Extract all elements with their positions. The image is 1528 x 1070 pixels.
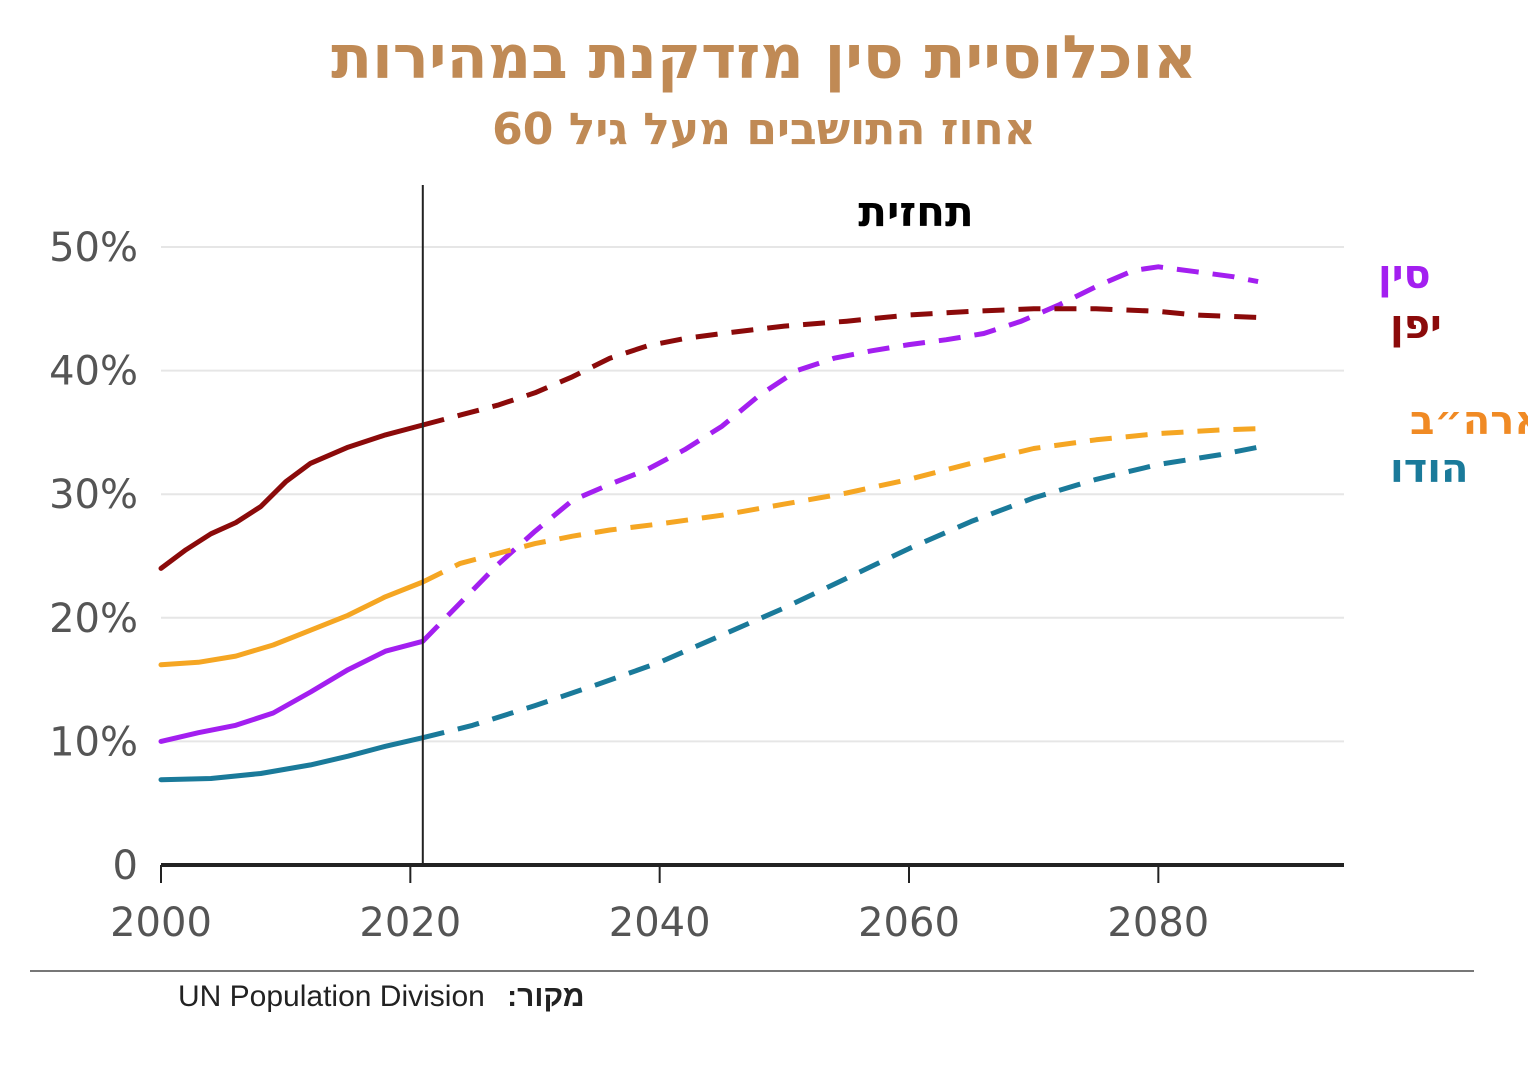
legend-label-india: הודו [1390,446,1468,492]
source-note: UN Population Division מקור: [178,980,585,1014]
x-tick-label: 2080 [1107,900,1209,946]
series-line-china-historical [158,638,426,744]
source-value: UN Population Division [178,980,485,1013]
y-tick-label: 10% [49,719,138,765]
forecast-marker: תחזית [421,185,974,865]
y-tick-label: 30% [49,472,138,518]
footer-divider [30,970,1474,972]
y-axis-labels: 0 10% 20% 30% 40% 50% [49,225,138,889]
series-line-japan-historical [158,422,426,571]
legend-label-usa: ארה״ב [1410,398,1528,444]
series-lines [158,264,1259,783]
series-line-usa-historical [158,579,426,668]
y-tick-label: 40% [49,349,138,395]
gridlines [161,246,1344,743]
x-axis: 2000 2020 2040 2060 2080 [110,863,1344,946]
series-line-usa-forecast [421,426,1259,585]
y-tick-label: 50% [49,225,138,271]
chart-title: אוכלוסיית סין מזדקנת במהירות [331,23,1197,93]
legend-label-china: סין [1378,252,1431,298]
y-tick-label: 0 [113,843,138,889]
chart-subtitle: אחוז התושבים מעל גיל 60 [492,104,1036,155]
series-line-india-historical [158,735,426,783]
legend-label-japan: יפן [1390,302,1442,348]
y-tick-label: 20% [49,596,138,642]
series-line-japan-forecast [422,306,1259,428]
x-tick-label: 2060 [858,900,960,946]
source-label: מקור: [507,980,585,1013]
legend: סין יפן ארה״ב הודו [1378,252,1528,492]
forecast-label: תחזית [858,187,973,236]
series-line-china-forecast [421,264,1259,644]
x-tick-label: 2000 [110,900,212,946]
x-tick-label: 2020 [359,900,461,946]
x-tick-label: 2040 [609,900,711,946]
series-line-india-forecast [422,444,1259,741]
